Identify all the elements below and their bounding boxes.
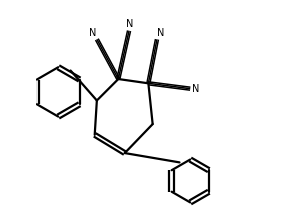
Text: N: N — [157, 28, 164, 38]
Text: N: N — [192, 84, 199, 94]
Text: N: N — [89, 28, 97, 38]
Text: N: N — [126, 19, 134, 29]
